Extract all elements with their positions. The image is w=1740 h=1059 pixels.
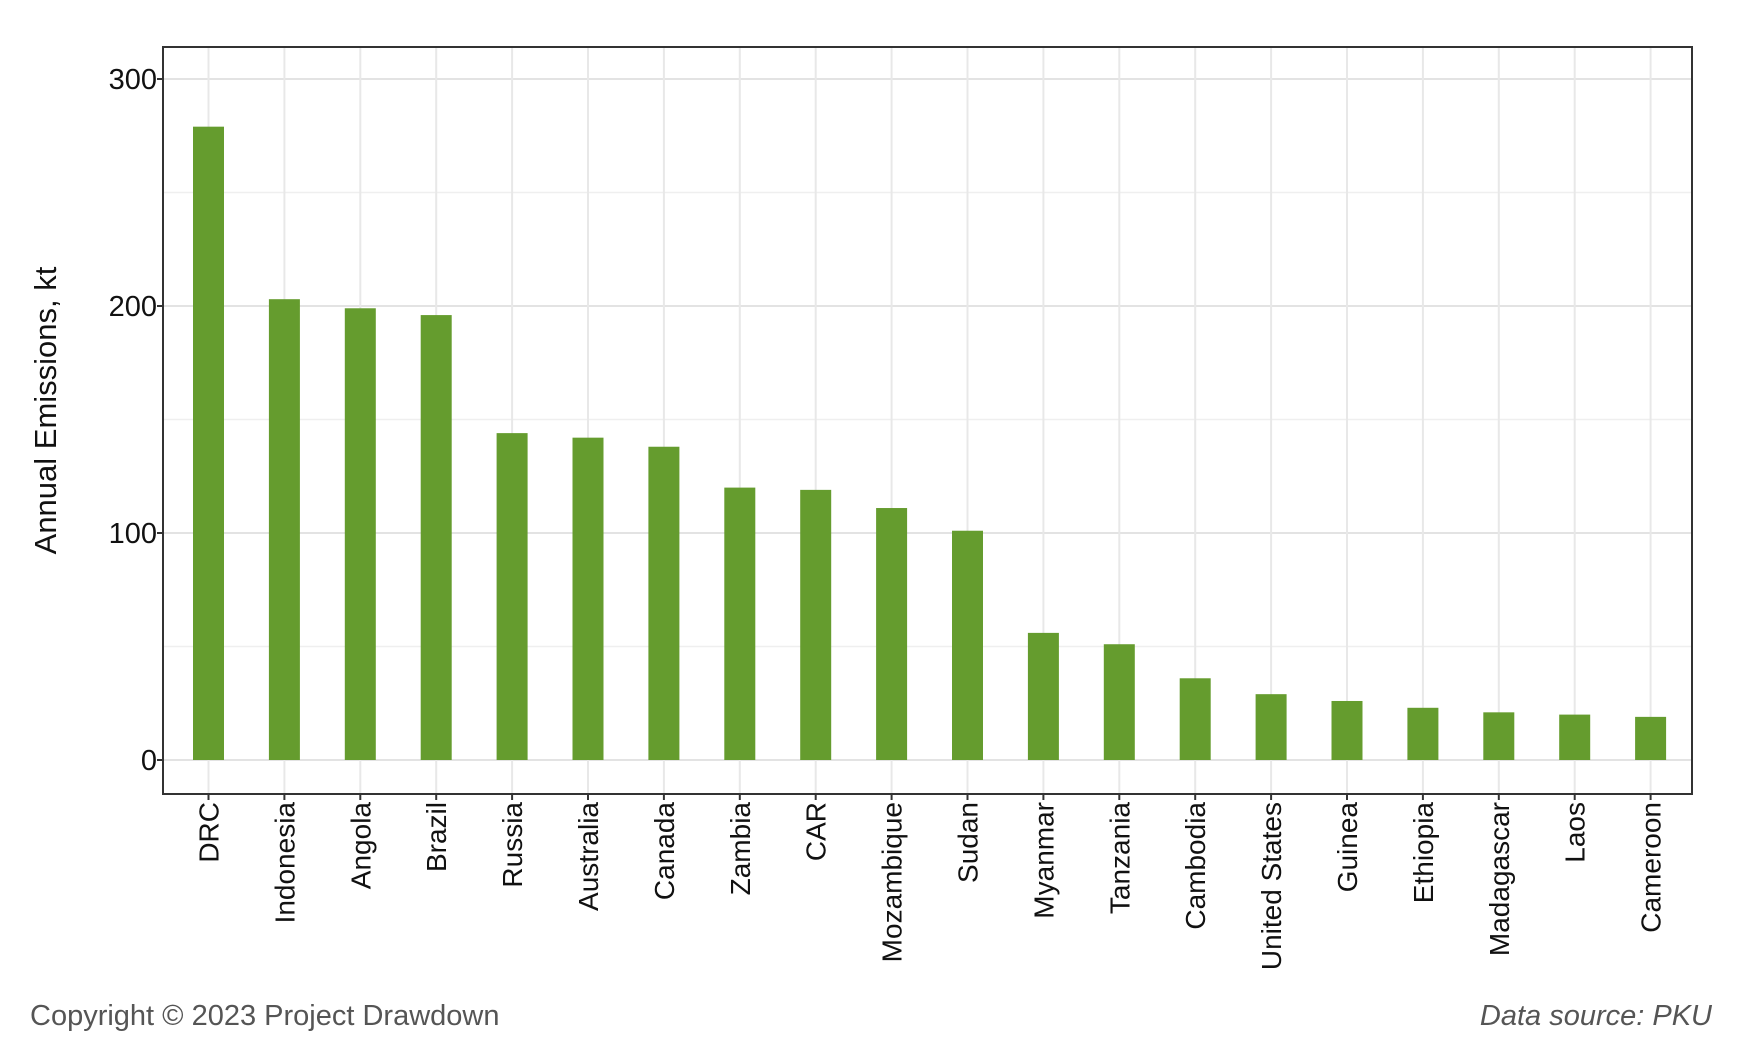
data-source-text: Data source: PKU (1479, 1000, 1712, 1032)
x-tick-label: Sudan (953, 802, 984, 883)
grid-lines (163, 47, 1692, 794)
x-tick-label: Zambia (725, 802, 756, 896)
x-tick-label: Russia (497, 802, 528, 888)
bar-russia (496, 433, 528, 760)
y-tick-label: 0 (141, 745, 157, 777)
bar-cambodia (1179, 678, 1211, 760)
y-tick-label: 200 (109, 291, 157, 323)
x-tick-label: Myanmar (1028, 802, 1059, 919)
x-tick-label: Cambodia (1180, 802, 1211, 930)
bar-ethiopia (1407, 707, 1439, 760)
y-axis-ticks: 0 100 200 300 (109, 64, 163, 777)
bar-united-states (1255, 694, 1287, 760)
x-tick-label: Angola (345, 802, 376, 890)
x-tick-label: Cameroon (1636, 802, 1667, 933)
x-tick-label: Canada (649, 802, 680, 901)
bar-drc (193, 126, 224, 761)
bar-madagascar (1483, 712, 1515, 760)
bar-australia (572, 437, 604, 760)
x-tick-label: CAR (801, 802, 832, 861)
bar-angola (344, 308, 376, 760)
bar-laos (1559, 714, 1591, 760)
bar-brazil (420, 315, 452, 760)
x-tick-label: United States (1256, 802, 1287, 970)
bar-zambia (724, 487, 756, 760)
bars (193, 126, 1667, 761)
bar-guinea (1331, 700, 1363, 760)
x-axis-ticks: DRC Indonesia Angola Brazil Russia Australia C… (194, 794, 1667, 970)
bar-cameroon (1635, 716, 1667, 760)
copyright-text: Copyright © 2023 Project Drawdown (30, 1000, 500, 1032)
bar-indonesia (268, 299, 300, 760)
x-tick-label: Brazil (421, 802, 452, 872)
x-tick-label: Ethiopia (1408, 802, 1439, 904)
x-tick-label: Indonesia (269, 802, 300, 924)
bar-car (800, 489, 832, 760)
plot-frame (162, 46, 1693, 795)
x-tick-label: Guinea (1332, 802, 1363, 893)
x-tick-label: Madagascar (1484, 802, 1515, 956)
x-tick-label: Laos (1560, 802, 1591, 863)
bar-tanzania (1103, 644, 1135, 760)
y-tick-label: 100 (109, 518, 157, 550)
x-tick-label: DRC (194, 802, 225, 863)
bar-sudan (952, 530, 983, 760)
y-axis-label: Annual Emissions, kt (28, 266, 63, 554)
x-tick-label: Tanzania (1104, 802, 1135, 915)
x-tick-label: Mozambique (877, 802, 908, 962)
x-tick-label: Australia (573, 802, 604, 911)
bar-mozambique (876, 508, 908, 760)
bar-canada (648, 446, 680, 760)
y-tick-label: 300 (109, 64, 157, 96)
bar-myanmar (1027, 632, 1059, 760)
